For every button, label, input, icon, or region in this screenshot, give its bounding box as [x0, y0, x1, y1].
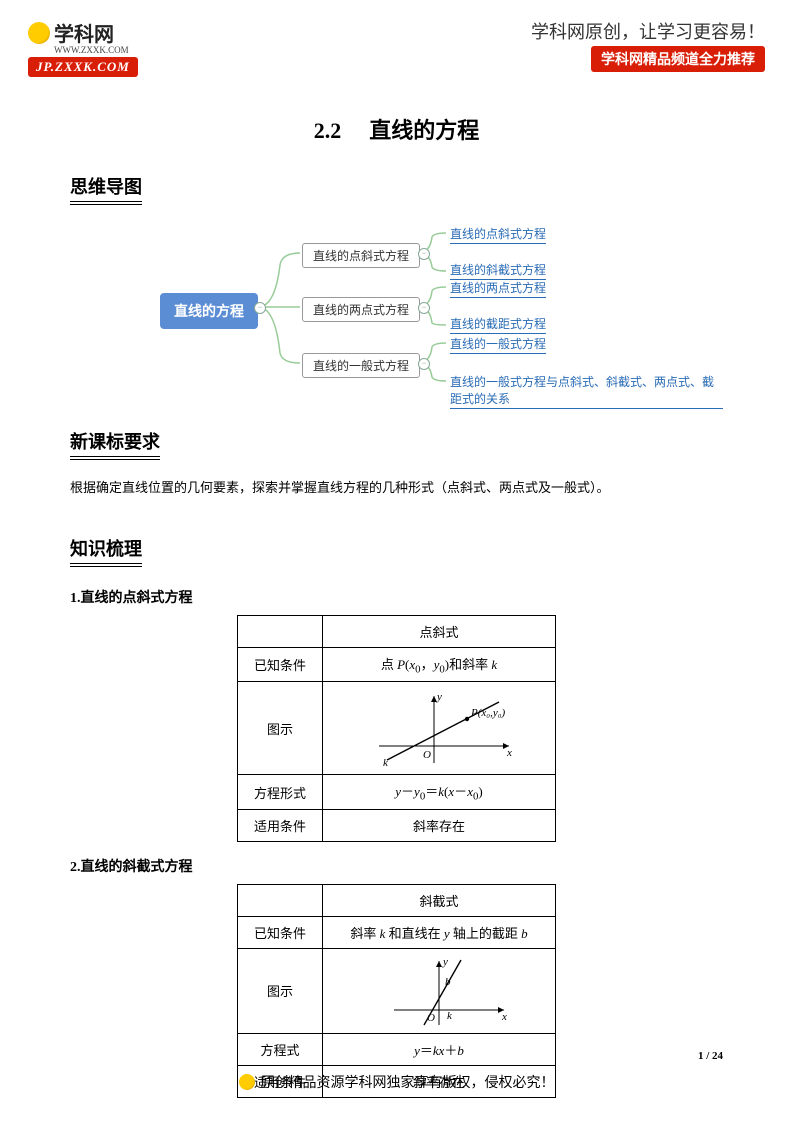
point-slope-graph: P(x₀,y₀) y x O k — [339, 688, 539, 768]
page-footer: 原创精品资源学科网独家享有版权，侵权必究！ — [0, 1072, 793, 1092]
svg-text:O: O — [427, 1012, 435, 1024]
page-number: 1 / 24 — [698, 1050, 723, 1062]
svg-text:O: O — [423, 749, 431, 761]
svg-text:k: k — [447, 1010, 453, 1022]
table-header: 点斜式 — [323, 615, 556, 647]
logo-block: 学科网 WWW.ZXXK.COM JP.ZXXK.COM — [28, 18, 138, 77]
table-header: 斜截式 — [323, 884, 556, 916]
section-knowledge-heading: 知识梳理 — [70, 535, 142, 567]
table-point-slope: 点斜式 已知条件 点 P(x0，y0)和斜率 k 图示 P(x₀,y₀) y x… — [237, 615, 556, 842]
mindmap-leaf: 直线的斜截式方程 — [450, 261, 546, 280]
mindmap-root: 直线的方程 — [160, 293, 258, 329]
slope-intercept-graph: y x O b k — [339, 955, 539, 1027]
mindmap-leaf: 直线的一般式方程与点斜式、斜截式、两点式、截距式的关系 — [450, 373, 723, 409]
point-label: P(x₀,y₀) — [470, 707, 506, 719]
site-badge: JP.ZXXK.COM — [28, 57, 138, 77]
expand-icon: − — [418, 358, 430, 370]
title-number: 2.2 — [314, 118, 342, 143]
row-value: 斜率存在 — [323, 809, 556, 841]
promo-badge: 学科网精品频道全力推荐 — [591, 46, 765, 72]
row-value: 点 P(x0，y0)和斜率 k — [323, 647, 556, 682]
svg-text:x: x — [501, 1011, 507, 1023]
page-total: 24 — [712, 1050, 723, 1062]
mindmap-diagram: 直线的方程 − 直线的点斜式方程 − 直线的两点式方程 − 直线的一般式方程 −… — [160, 225, 723, 395]
mindmap-leaf: 直线的截距式方程 — [450, 315, 546, 334]
mindmap-leaf: 直线的两点式方程 — [450, 279, 546, 298]
mindmap-leaf: 直线的一般式方程 — [450, 335, 546, 354]
page-title: 2.2 直线的方程 — [70, 113, 723, 145]
row-label: 方程形式 — [237, 775, 322, 810]
svg-text:b: b — [445, 976, 451, 988]
bee-icon — [239, 1074, 255, 1090]
expand-icon: − — [418, 248, 430, 260]
page-content: 2.2 直线的方程 思维导图 直线的方程 − 直线的点斜式方程 − 直线的两点式方… — [0, 85, 793, 1098]
page-current: 1 — [698, 1050, 704, 1062]
requirements-text: 根据确定直线位置的几何要素，探索并掌握直线方程的几种形式（点斜式、两点式及一般式… — [70, 478, 723, 499]
table1-title: 1.直线的点斜式方程 — [70, 587, 723, 607]
logo-text: 学科网 — [54, 18, 114, 47]
row-value: 斜率 k 和直线在 y 轴上的截距 b — [323, 916, 556, 948]
header-slogan: 学科网原创，让学习更容易！ — [531, 18, 765, 44]
diagram-cell: P(x₀,y₀) y x O k — [323, 682, 556, 775]
table2-title: 2.直线的斜截式方程 — [70, 856, 723, 876]
svg-text:y: y — [436, 691, 442, 703]
mindmap-mid: 直线的点斜式方程 — [302, 243, 420, 268]
mindmap-mid: 直线的一般式方程 — [302, 353, 420, 378]
header-right: 学科网原创，让学习更容易！ 学科网精品频道全力推荐 — [531, 18, 765, 77]
page-header: 学科网 WWW.ZXXK.COM JP.ZXXK.COM 学科网原创，让学习更容… — [0, 0, 793, 85]
row-label: 图示 — [237, 682, 322, 775]
diagram-cell: y x O b k — [323, 948, 556, 1033]
svg-text:y: y — [442, 956, 448, 968]
mindmap-mid: 直线的两点式方程 — [302, 297, 420, 322]
row-value: y＝kx＋b — [323, 1033, 556, 1065]
expand-icon: − — [254, 302, 266, 314]
bee-icon — [28, 22, 50, 44]
row-label: 适用条件 — [237, 809, 322, 841]
table-slope-intercept: 斜截式 已知条件 斜率 k 和直线在 y 轴上的截距 b 图示 y x O b … — [237, 884, 556, 1098]
row-label: 已知条件 — [237, 647, 322, 682]
row-label: 图示 — [237, 948, 322, 1033]
row-value: y－y0＝k(x－x0) — [323, 775, 556, 810]
footer-text: 原创精品资源学科网独家享有版权，侵权必究！ — [261, 1072, 555, 1092]
section-mindmap-heading: 思维导图 — [70, 173, 142, 205]
title-text: 直线的方程 — [369, 118, 479, 143]
row-label: 已知条件 — [237, 916, 322, 948]
expand-icon: − — [418, 302, 430, 314]
logo-url: WWW.ZXXK.COM — [54, 45, 129, 55]
mindmap-leaf: 直线的点斜式方程 — [450, 225, 546, 244]
section-requirements-heading: 新课标要求 — [70, 428, 160, 460]
svg-text:x: x — [506, 747, 512, 759]
row-label: 方程式 — [237, 1033, 322, 1065]
